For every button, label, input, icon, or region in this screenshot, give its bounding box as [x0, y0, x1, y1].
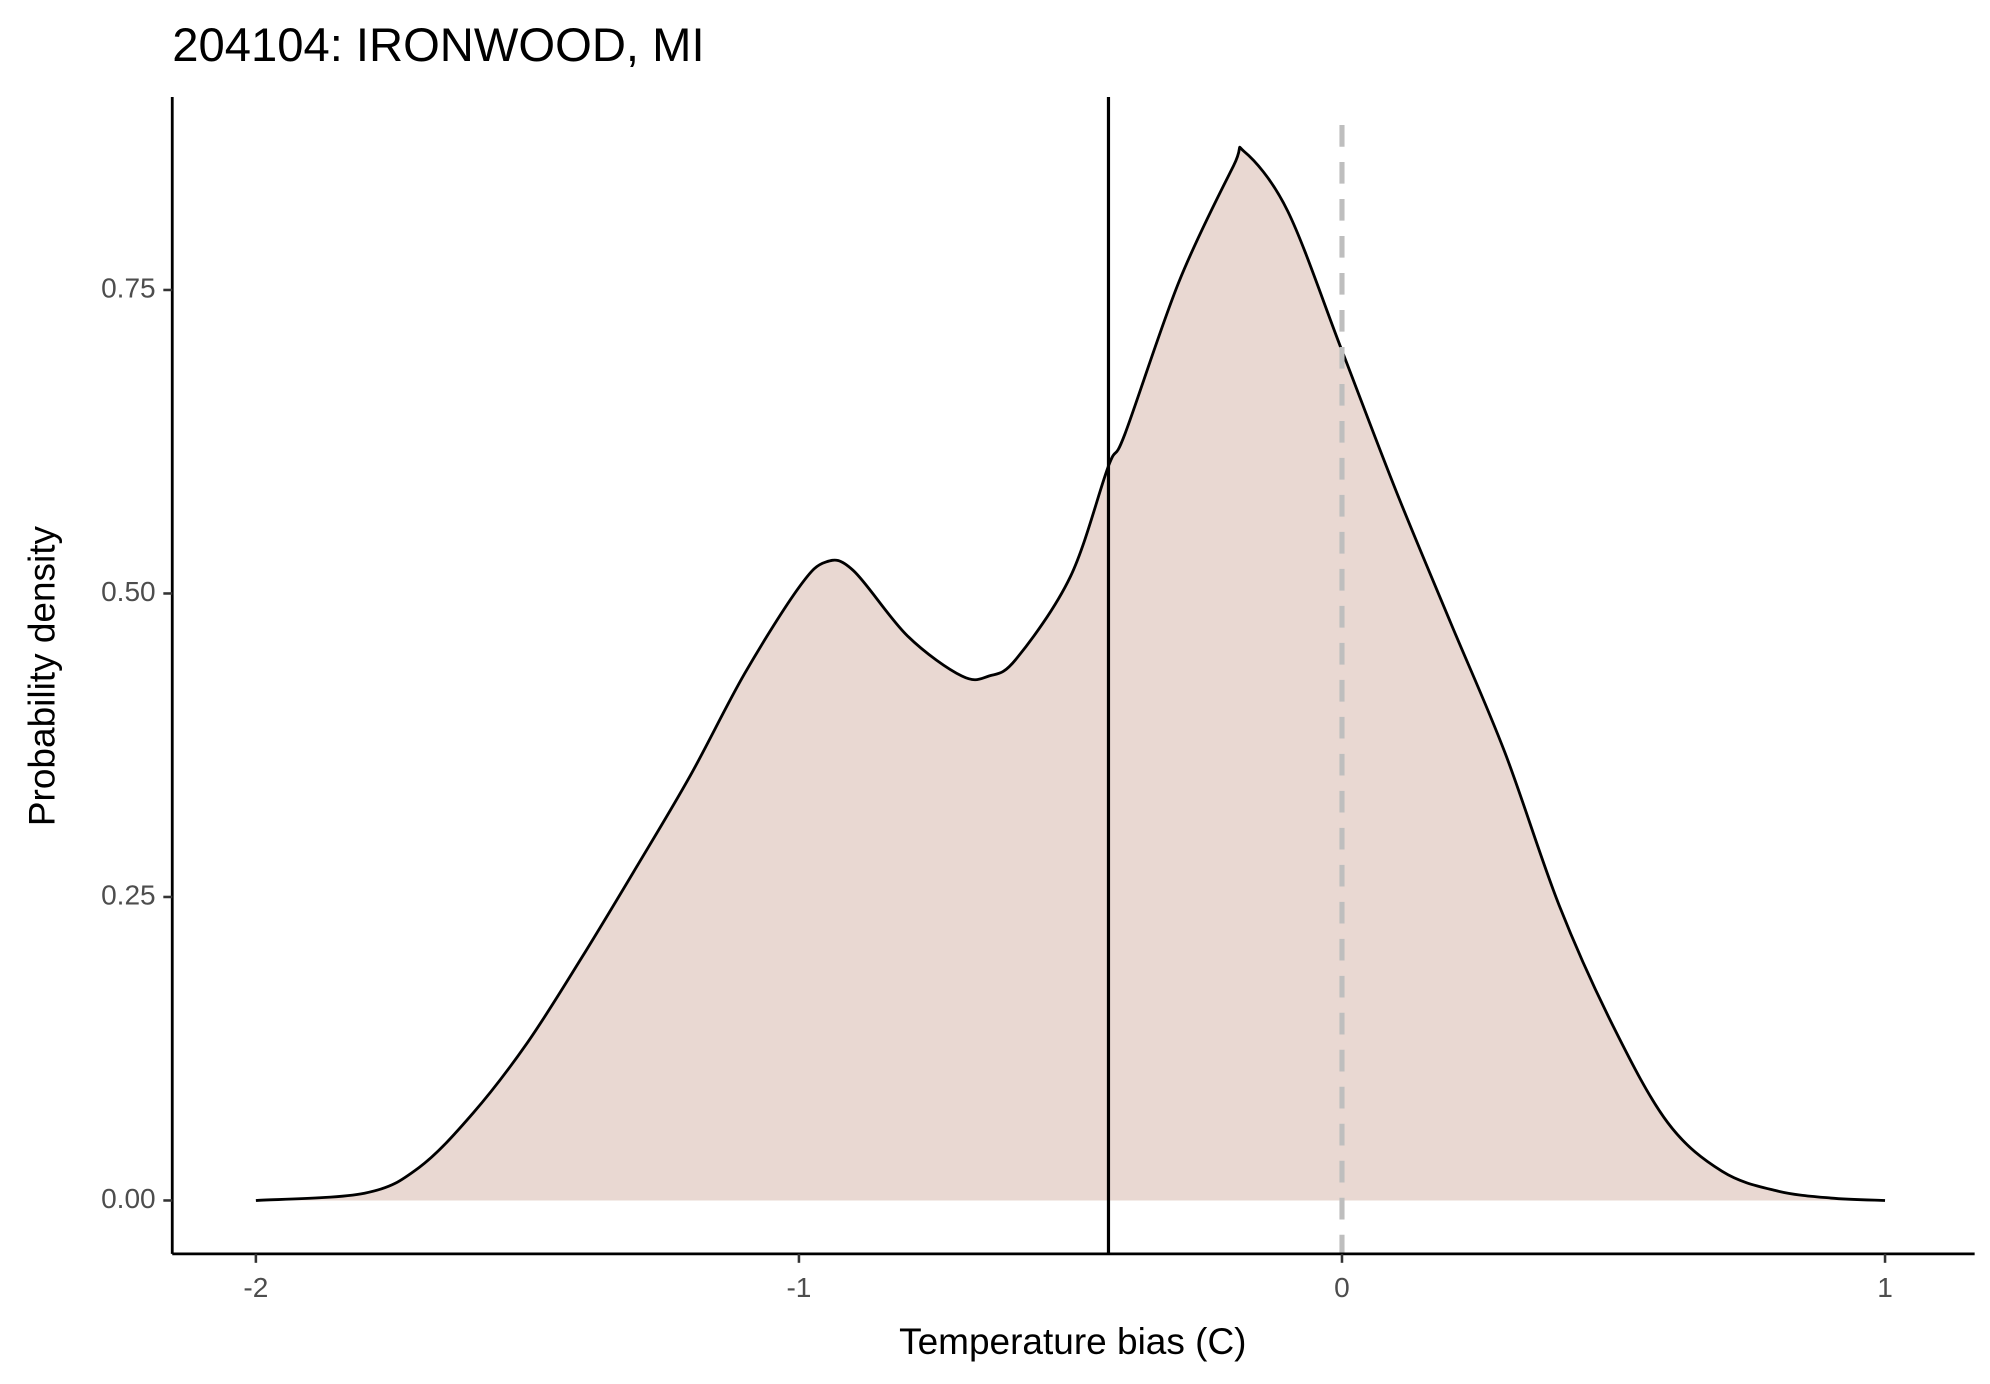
x-tick-label: -2 — [243, 1272, 268, 1303]
x-axis-title: Temperature bias (C) — [899, 1321, 1246, 1362]
y-tick-label: 0.50 — [101, 576, 156, 607]
x-tick-label: -1 — [786, 1272, 811, 1303]
x-tick-label: 1 — [1877, 1272, 1893, 1303]
x-tick-label: 0 — [1334, 1272, 1350, 1303]
y-tick-label: 0.00 — [101, 1183, 156, 1214]
y-axis-title: Probability density — [21, 525, 62, 826]
y-tick-label: 0.25 — [101, 879, 156, 910]
density-area — [255, 147, 1886, 1201]
chart-title: 204104: IRONWOOD, MI — [172, 19, 704, 72]
density-line — [255, 145, 1886, 1202]
y-tick-label: 0.75 — [101, 272, 156, 303]
